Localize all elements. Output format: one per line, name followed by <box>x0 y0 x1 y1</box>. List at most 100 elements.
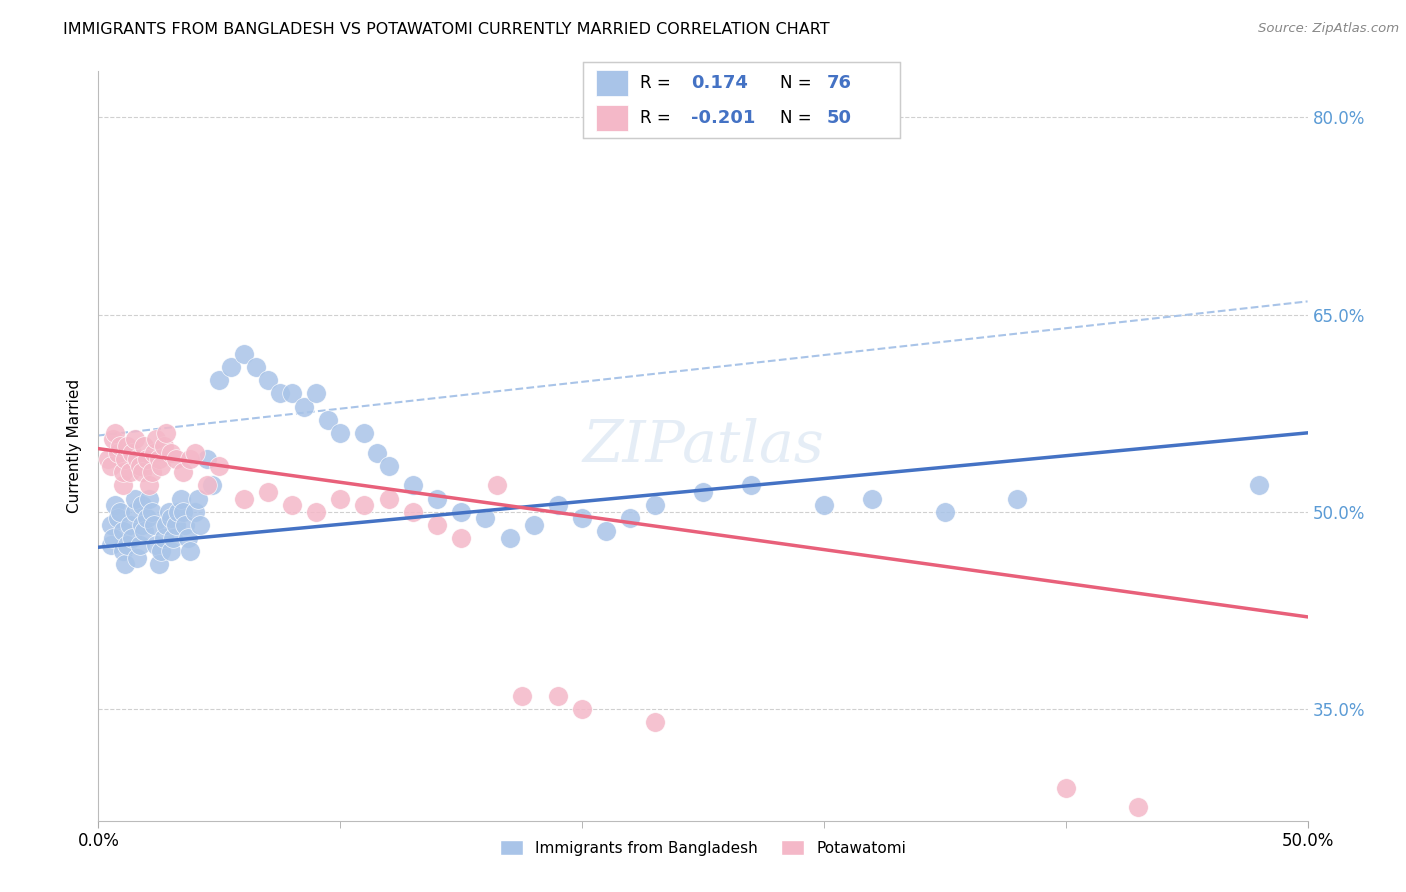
Point <box>305 505 328 519</box>
Point <box>329 491 352 506</box>
Point <box>100 517 122 532</box>
Point <box>245 360 267 375</box>
Text: R =: R = <box>641 74 671 92</box>
Point <box>145 433 167 447</box>
Point <box>117 439 139 453</box>
Point <box>100 538 122 552</box>
Point <box>152 531 174 545</box>
Point <box>167 505 190 519</box>
Point <box>232 347 254 361</box>
Point <box>155 517 177 532</box>
Point <box>269 386 291 401</box>
Point <box>150 458 173 473</box>
Text: IMMIGRANTS FROM BANGLADESH VS POTAWATOMI CURRENTLY MARRIED CORRELATION CHART: IMMIGRANTS FROM BANGLADESH VS POTAWATOMI… <box>63 22 830 37</box>
Point <box>208 458 231 473</box>
Point <box>187 491 209 506</box>
Point <box>135 511 157 525</box>
Point <box>316 413 339 427</box>
Point <box>114 558 136 572</box>
Point <box>135 452 157 467</box>
Point <box>1128 800 1150 814</box>
Point <box>100 458 122 473</box>
Point <box>108 439 131 453</box>
Point <box>121 531 143 545</box>
Text: 50: 50 <box>827 109 852 127</box>
Point <box>402 505 425 519</box>
Point <box>124 491 146 506</box>
Point <box>547 689 569 703</box>
Point <box>107 511 129 525</box>
Point <box>1054 780 1077 795</box>
Point <box>281 386 304 401</box>
Point <box>172 505 194 519</box>
Point <box>644 714 666 729</box>
Text: ZIPatlas: ZIPatlas <box>582 417 824 475</box>
Point <box>353 498 375 512</box>
Point <box>450 505 472 519</box>
Text: -0.201: -0.201 <box>692 109 755 127</box>
Point <box>813 498 835 512</box>
FancyBboxPatch shape <box>596 70 627 95</box>
Point <box>179 452 201 467</box>
Point <box>111 544 134 558</box>
Point <box>195 478 218 492</box>
Point <box>121 445 143 459</box>
Point <box>188 517 211 532</box>
Point <box>474 511 496 525</box>
Point <box>148 558 170 572</box>
Point <box>169 491 191 506</box>
Point <box>450 531 472 545</box>
Point <box>571 511 593 525</box>
Point <box>510 689 533 703</box>
Point <box>128 458 150 473</box>
Point <box>523 517 546 532</box>
Point <box>118 465 141 479</box>
Point <box>104 498 127 512</box>
Point <box>145 538 167 552</box>
Point <box>165 517 187 532</box>
Point <box>177 531 200 545</box>
Point <box>184 505 207 519</box>
Point <box>860 491 883 506</box>
Point <box>127 452 149 467</box>
Point <box>131 517 153 532</box>
Point <box>152 439 174 453</box>
Point <box>1249 478 1271 492</box>
Point <box>134 524 156 539</box>
Point <box>160 544 183 558</box>
Point <box>111 465 134 479</box>
Point <box>740 478 762 492</box>
Point <box>148 452 170 467</box>
Point <box>143 445 166 459</box>
Point <box>160 445 183 459</box>
Point <box>644 498 666 512</box>
Point <box>179 544 201 558</box>
Point <box>256 373 278 387</box>
Point <box>402 478 425 492</box>
Point <box>305 386 328 401</box>
Point <box>160 511 183 525</box>
Point <box>619 511 641 525</box>
Point <box>127 550 149 565</box>
Point <box>366 445 388 459</box>
Point <box>131 498 153 512</box>
Point <box>97 452 120 467</box>
Point <box>426 491 449 506</box>
Point <box>141 505 163 519</box>
Point <box>124 505 146 519</box>
Point <box>118 517 141 532</box>
Point <box>692 485 714 500</box>
Text: N =: N = <box>779 74 811 92</box>
Point <box>232 491 254 506</box>
Point <box>934 505 956 519</box>
Point <box>1007 491 1029 506</box>
Point <box>101 531 124 545</box>
Point <box>426 517 449 532</box>
Point <box>134 439 156 453</box>
Point <box>195 452 218 467</box>
Point <box>595 524 617 539</box>
Point <box>571 702 593 716</box>
Point <box>101 433 124 447</box>
Point <box>150 544 173 558</box>
Point <box>498 531 520 545</box>
